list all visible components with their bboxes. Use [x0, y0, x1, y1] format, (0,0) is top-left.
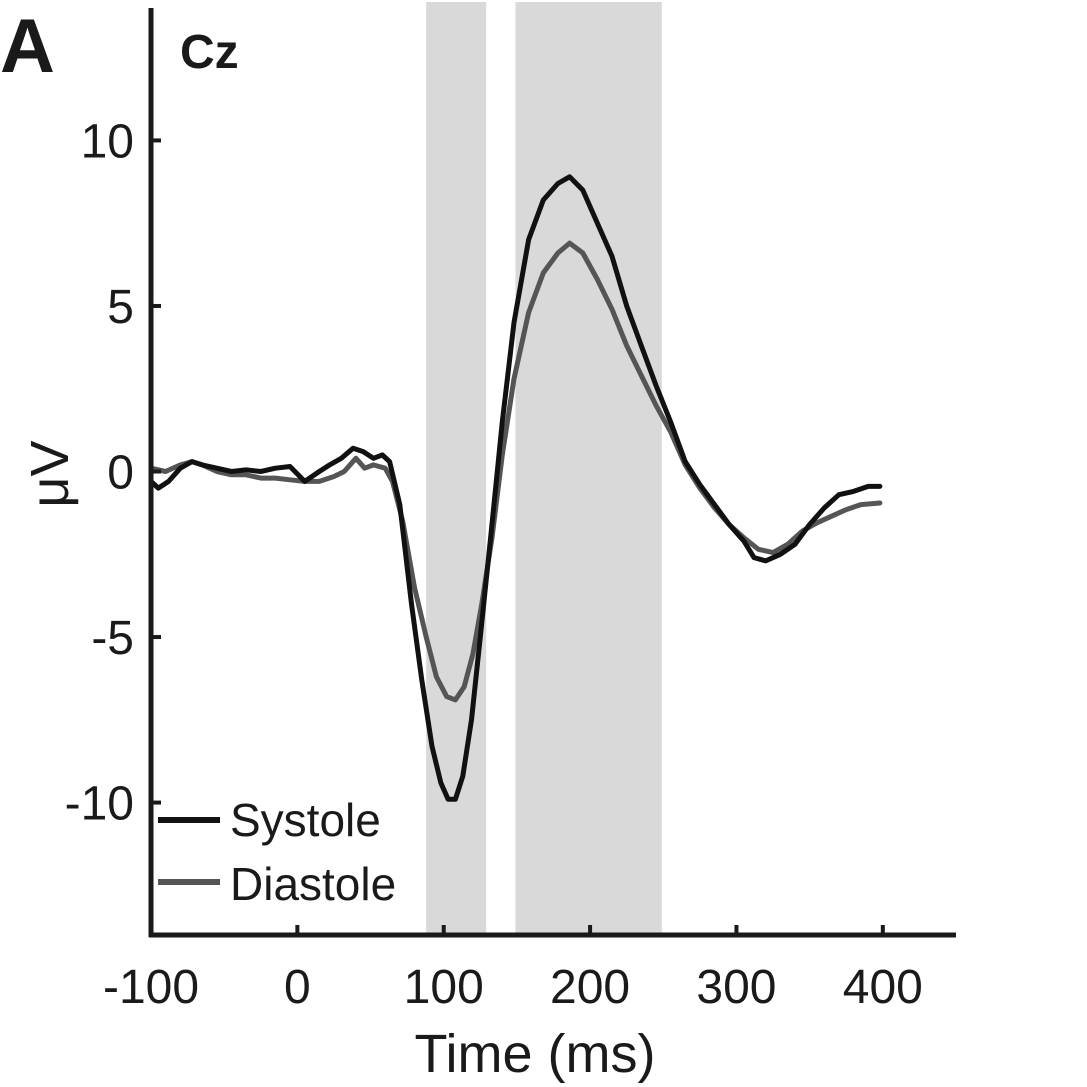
y-tick-label: 5	[107, 281, 134, 334]
x-tick-label: 100	[404, 961, 484, 1014]
shaded-window-1	[426, 2, 487, 933]
x-tick-label: -100	[103, 961, 199, 1014]
y-tick-label: 10	[81, 115, 134, 168]
y-tick-label: -10	[65, 778, 134, 831]
y-tick-label: -5	[91, 612, 134, 665]
shaded-window-2	[515, 2, 662, 933]
legend: Systole Diastole	[158, 794, 396, 910]
series-line-systole	[148, 174, 883, 802]
x-axis-label: Time (ms)	[415, 1024, 656, 1084]
x-tick-label: 0	[284, 961, 311, 1014]
x-tick-label: 300	[696, 961, 776, 1014]
legend-label-systole: Systole	[230, 794, 381, 846]
y-tick-label: 0	[107, 447, 134, 500]
x-tick-label: 400	[843, 961, 923, 1014]
legend-label-diastole: Diastole	[230, 858, 396, 910]
chart-title: Cz	[180, 26, 239, 79]
panel-label: A	[0, 4, 55, 89]
y-axis-label: μV	[20, 440, 80, 507]
series-lines	[148, 174, 883, 802]
shaded-windows	[426, 2, 662, 933]
y-ticks: 10 5 0 -5 -10	[65, 115, 161, 831]
x-tick-label: 200	[550, 961, 630, 1014]
x-ticks: -100 0 100 200 300 400	[103, 925, 923, 1014]
